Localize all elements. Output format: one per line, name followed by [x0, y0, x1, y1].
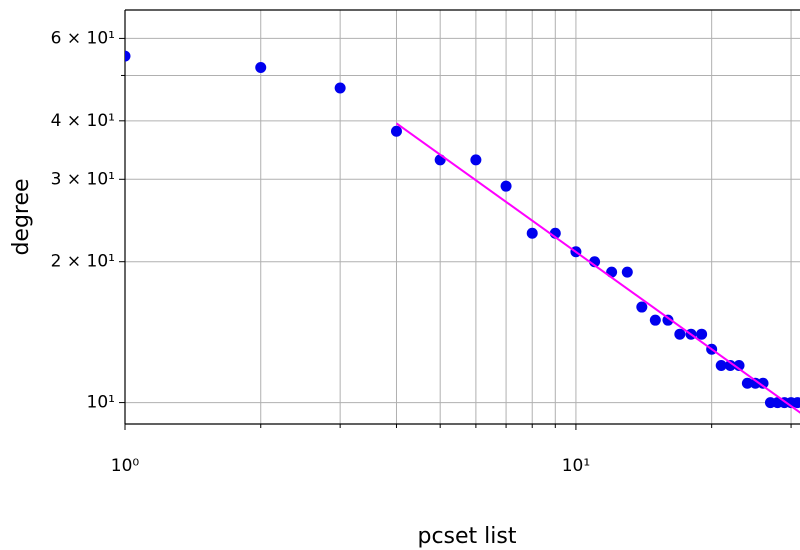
point — [500, 180, 512, 192]
point — [255, 61, 267, 73]
y-tick-label: 2 × 10¹ — [51, 252, 115, 272]
point — [334, 82, 346, 94]
point — [526, 227, 538, 239]
point — [757, 377, 769, 389]
x-axis-label: pcset list — [418, 524, 517, 549]
point — [791, 397, 800, 409]
point — [470, 154, 482, 166]
point — [674, 328, 686, 340]
point — [434, 154, 446, 166]
point — [696, 328, 708, 340]
y-tick-label: 4 × 10¹ — [51, 111, 115, 131]
x-tick-label: 10⁰ — [111, 456, 140, 476]
x-tick-label: 10¹ — [562, 456, 590, 476]
point — [741, 377, 753, 389]
point — [749, 377, 761, 389]
plot-area — [125, 50, 800, 414]
point — [715, 360, 727, 372]
y-tick-label: 10¹ — [87, 393, 115, 413]
fit-line — [395, 122, 800, 414]
point — [733, 360, 745, 372]
point — [390, 125, 402, 137]
y-tick-label: 6 × 10¹ — [51, 28, 115, 48]
point — [662, 314, 674, 326]
y-tick-label: 3 × 10¹ — [51, 169, 115, 189]
point — [636, 301, 648, 313]
point — [649, 314, 661, 326]
grid — [124, 10, 800, 424]
point — [621, 266, 633, 278]
point — [724, 360, 736, 372]
y-axis-label: degree — [9, 178, 34, 255]
point — [125, 50, 131, 62]
